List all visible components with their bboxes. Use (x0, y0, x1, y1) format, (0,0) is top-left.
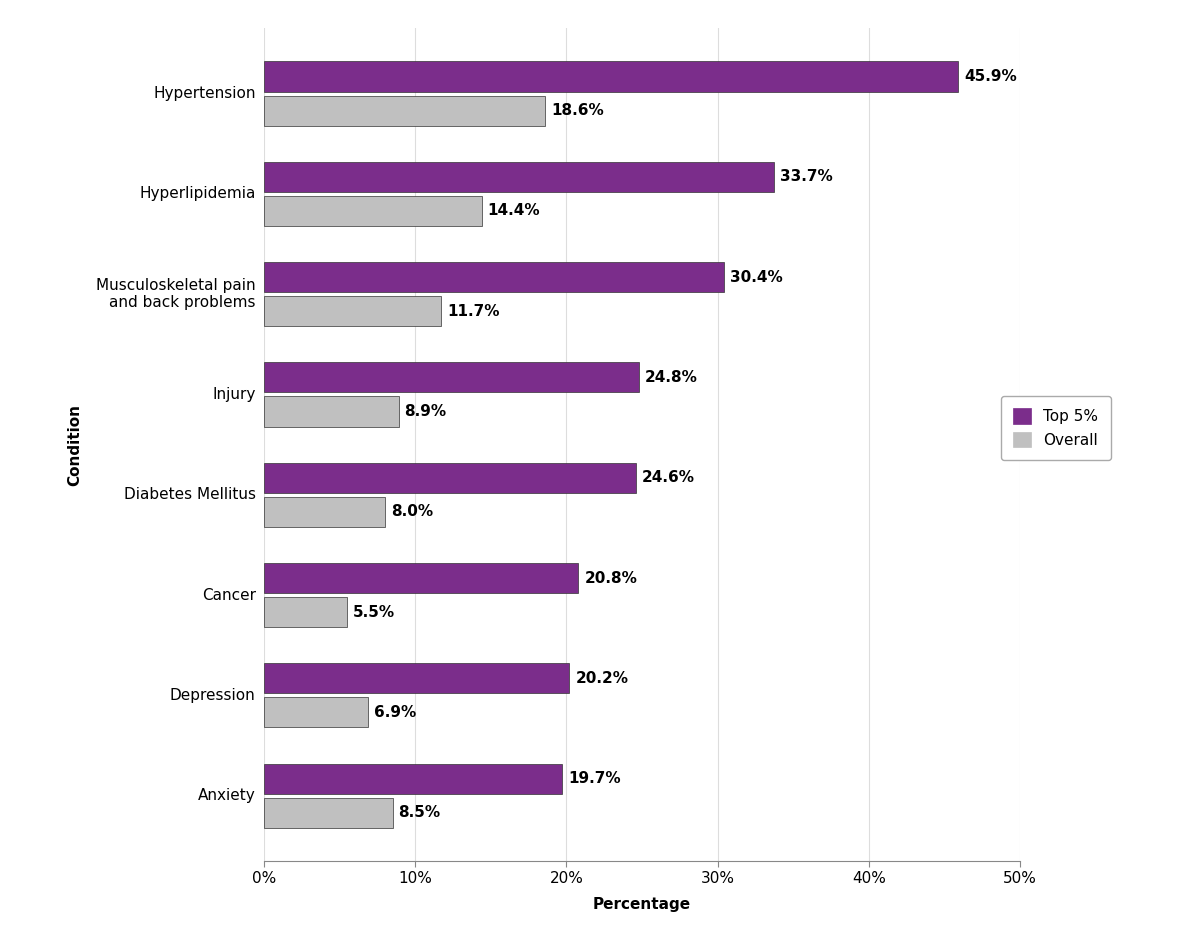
Bar (264, 396, 398, 427)
Text: 19.7%: 19.7% (568, 771, 620, 786)
Bar (264, 162, 774, 192)
Bar (264, 697, 368, 727)
Text: 24.6%: 24.6% (642, 470, 695, 485)
Bar (264, 61, 958, 92)
Text: 20.8%: 20.8% (584, 570, 637, 586)
Text: 45.9%: 45.9% (964, 69, 1016, 84)
Bar (264, 262, 724, 292)
Bar (264, 463, 636, 493)
Bar (264, 763, 562, 794)
Text: 24.8%: 24.8% (646, 370, 698, 385)
Bar (264, 196, 481, 226)
Text: 8.9%: 8.9% (404, 404, 446, 419)
Bar (264, 597, 347, 627)
Text: 30.4%: 30.4% (730, 270, 782, 285)
Text: 18.6%: 18.6% (551, 103, 604, 118)
Text: 6.9%: 6.9% (374, 705, 416, 720)
Bar (264, 563, 578, 593)
Bar (264, 497, 385, 527)
Bar (264, 663, 570, 693)
Text: 8.0%: 8.0% (391, 504, 433, 519)
X-axis label: Percentage: Percentage (593, 898, 691, 912)
Bar (264, 797, 392, 828)
Text: 33.7%: 33.7% (780, 169, 833, 184)
Bar (264, 362, 638, 393)
Legend: Top 5%, Overall: Top 5%, Overall (1001, 396, 1111, 460)
Text: 14.4%: 14.4% (487, 203, 540, 219)
Text: 8.5%: 8.5% (398, 805, 440, 820)
Text: 5.5%: 5.5% (353, 604, 395, 620)
Y-axis label: Condition: Condition (67, 404, 82, 485)
Text: 11.7%: 11.7% (446, 304, 499, 319)
Text: 20.2%: 20.2% (576, 671, 629, 686)
Bar (264, 96, 545, 126)
Bar (264, 296, 440, 326)
